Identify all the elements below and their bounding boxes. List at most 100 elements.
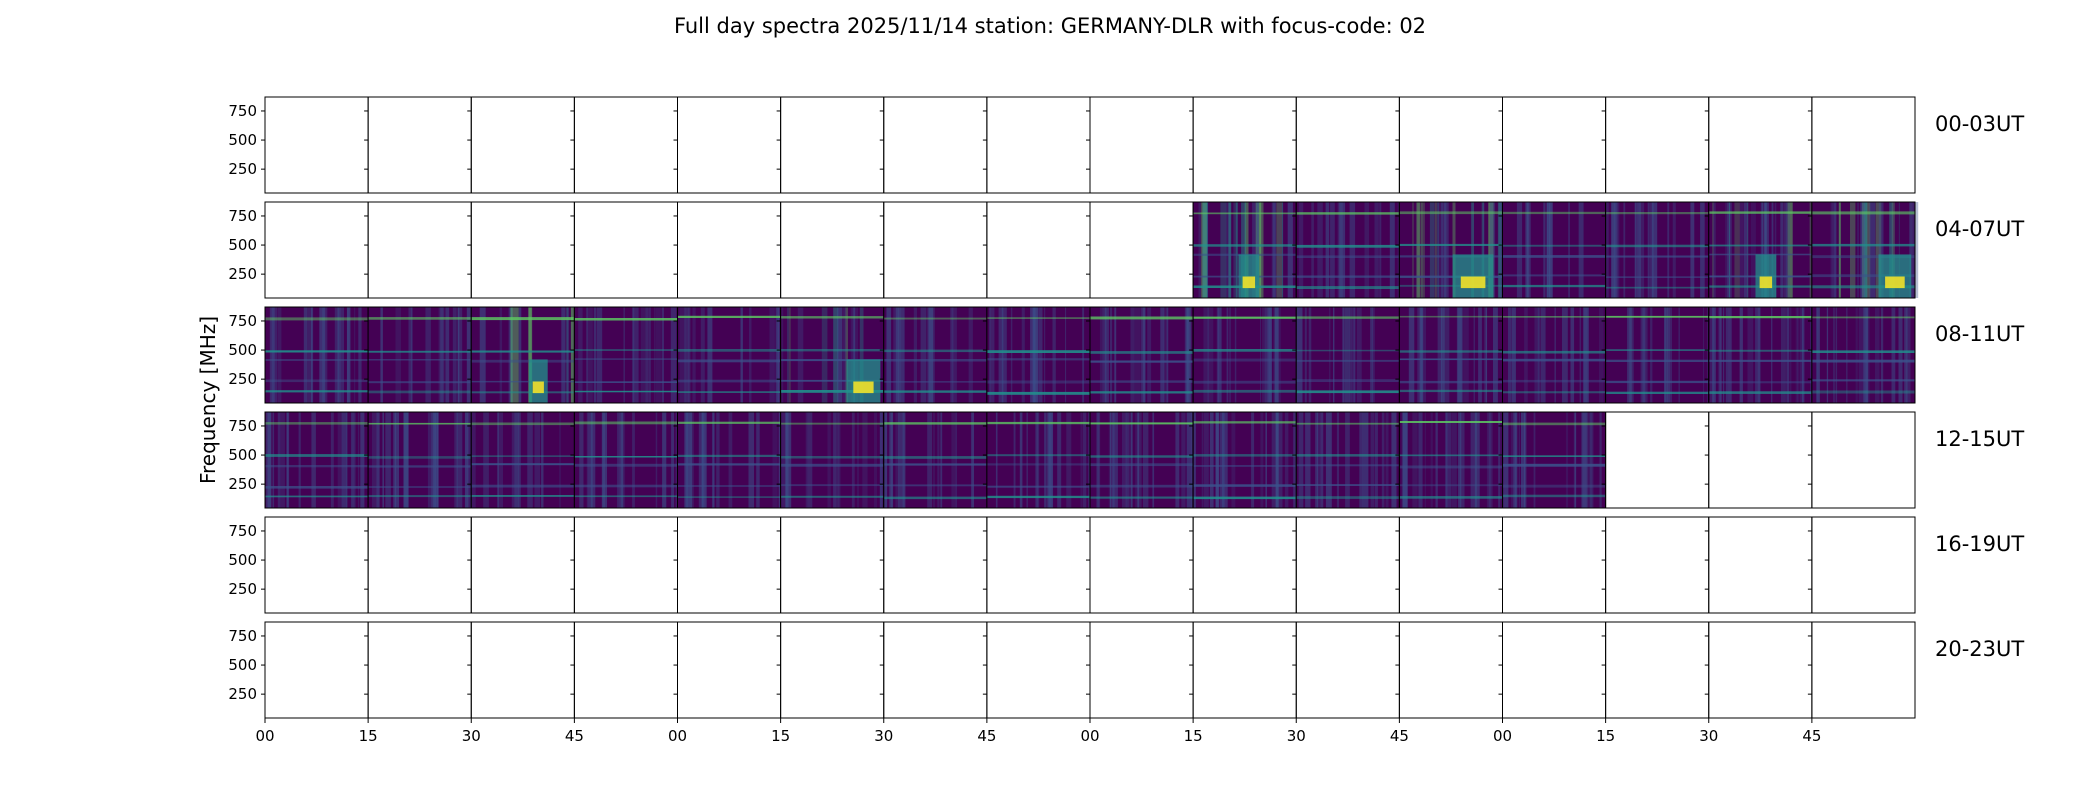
spectrum-stripe	[346, 412, 348, 508]
spectrum-stripe	[1645, 307, 1648, 403]
rfi-line	[1090, 422, 1194, 425]
spectrum-stripe	[1019, 412, 1023, 508]
spectrum-panel	[1807, 621, 1916, 719]
panel-frame	[470, 516, 575, 614]
spectrum-stripe	[438, 307, 445, 403]
rfi-line	[1090, 360, 1194, 363]
y-tick-label: 750	[228, 312, 257, 330]
spectrum-stripe	[1359, 412, 1363, 508]
spectrum-stripe	[1443, 307, 1450, 403]
spectrum-stripe	[1298, 412, 1304, 508]
spectrum-stripe	[1080, 412, 1083, 508]
spectrum-stripe	[1203, 307, 1210, 403]
spectrum-background	[265, 412, 369, 508]
spectrum-stripe	[341, 412, 348, 508]
spectra-row: 750 500 250 16-19UT	[228, 516, 2024, 614]
spectrum-panel	[1189, 96, 1297, 194]
panel-frame	[1605, 96, 1710, 194]
y-tick-label: 500	[228, 341, 257, 359]
spectrum-panel	[364, 516, 472, 614]
spectrum-stripe	[1185, 307, 1189, 403]
spectrum-stripe	[1725, 307, 1729, 403]
spectrum-stripe	[1147, 307, 1152, 403]
spectrum-stripe	[1471, 202, 1474, 298]
panel-frame	[883, 516, 988, 614]
spectrum-stripe	[559, 412, 561, 508]
rfi-line	[1296, 255, 1400, 258]
spectrum-panel	[982, 621, 1091, 719]
spectrum-background	[574, 307, 678, 403]
spectrum-panel	[982, 516, 1091, 614]
rfi-line	[1399, 484, 1503, 487]
spectrum-stripe	[1512, 412, 1515, 508]
spectrum-stripe	[1816, 307, 1820, 403]
spectrum-panel	[1395, 306, 1503, 404]
spectrum-stripe	[586, 307, 593, 403]
spectrum-panel	[776, 306, 885, 404]
spectrum-stripe	[1275, 412, 1279, 508]
spectra-row: 750 500 250 00-03UT	[228, 96, 2024, 194]
y-tick-label: 750	[228, 417, 257, 435]
spectrum-panel	[364, 96, 472, 194]
spectrum-stripe	[1869, 202, 1876, 298]
x-tick-label: 15	[771, 727, 790, 745]
spectrum-stripe	[1445, 412, 1448, 508]
spectrum-background	[471, 412, 575, 508]
rfi-line	[1811, 390, 1915, 394]
spectrum-stripe	[1044, 412, 1047, 508]
spectrum-stripe	[1611, 202, 1616, 298]
spectrum-stripe	[346, 307, 350, 403]
spectrum-stripe	[514, 412, 519, 508]
rfi-line	[265, 379, 369, 383]
rfi-line	[368, 422, 472, 425]
spectrum-stripe	[436, 412, 439, 508]
rfi-line	[265, 486, 369, 489]
rfi-line	[1296, 349, 1400, 352]
x-tick-label: 30	[874, 727, 893, 745]
rfi-line	[1399, 389, 1503, 393]
spectrum-panel	[1086, 96, 1194, 194]
spectrum-panel	[1807, 306, 1916, 404]
panel-frame	[1811, 411, 1916, 509]
spectrum-stripe	[267, 412, 272, 508]
spectrum-stripe	[1125, 412, 1129, 508]
spectrum-stripe	[621, 412, 624, 508]
spectrum-stripe	[1672, 202, 1676, 298]
chart-title: Full day spectra 2025/11/14 station: GER…	[674, 14, 1426, 38]
rfi-line	[986, 358, 1090, 361]
panel-frame	[1708, 516, 1813, 614]
y-tick-label: 750	[228, 627, 257, 645]
spectrum-stripe	[797, 307, 804, 403]
rfi-line	[574, 318, 678, 321]
spectrum-stripe	[1274, 307, 1279, 403]
spectrum-stripe	[1637, 202, 1639, 298]
rfi-line	[1193, 465, 1297, 467]
spectrum-panel	[1601, 306, 1713, 404]
spectrum-stripe	[895, 307, 902, 403]
panel-frame	[470, 201, 575, 299]
rfi-line	[1090, 455, 1194, 458]
spectrum-panel	[261, 96, 369, 194]
spectrum-stripe	[561, 307, 566, 403]
spectrum-stripe	[729, 412, 733, 508]
rfi-line	[1605, 380, 1709, 384]
spectrum-stripe	[1458, 412, 1462, 508]
spectrum-stripe	[1582, 412, 1589, 508]
y-tick-label: 500	[228, 131, 257, 149]
panel-frame	[986, 516, 1091, 614]
spectrum-stripe	[445, 307, 450, 403]
rfi-line	[1399, 358, 1503, 361]
spectrum-stripe	[857, 412, 859, 508]
spectrum-stripe	[1747, 307, 1754, 403]
rfi-line	[1296, 390, 1400, 394]
spectrum-stripe	[1412, 412, 1418, 508]
spectrum-stripe	[1186, 307, 1192, 403]
spectrum-stripe	[684, 412, 688, 508]
panel-frame	[1398, 96, 1503, 194]
spectrum-stripe	[1891, 202, 1895, 298]
spectrum-stripe	[1581, 412, 1587, 508]
spectrum-stripe	[1719, 307, 1722, 403]
panel-frame	[1811, 516, 1916, 614]
spectrum-stripe	[1217, 307, 1222, 403]
